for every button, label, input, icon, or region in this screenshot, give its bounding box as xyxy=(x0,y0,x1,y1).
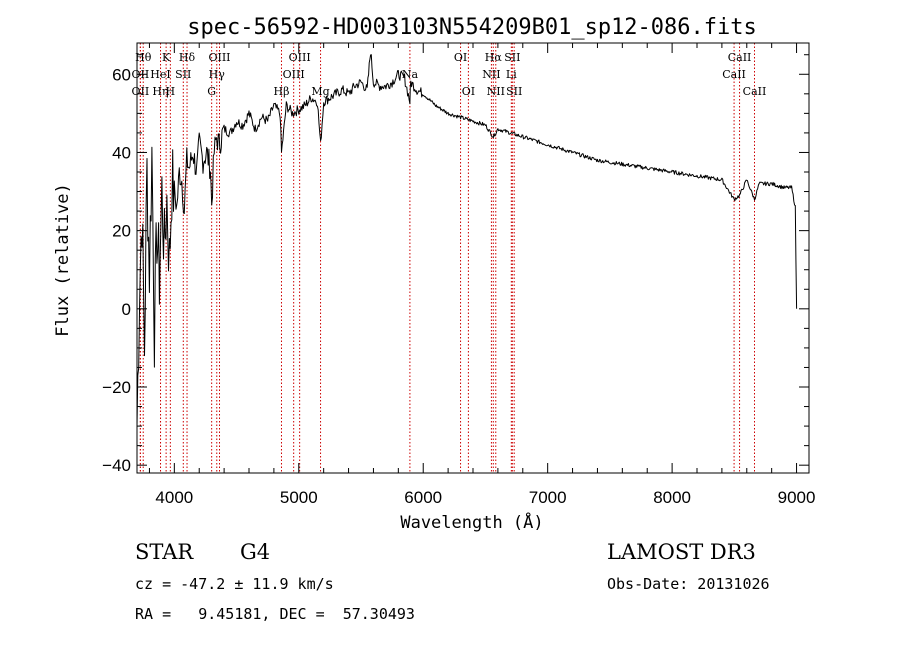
flux-series-line xyxy=(136,54,798,427)
spectral-line-label: Hγ xyxy=(209,68,226,81)
x-tick-label: 5000 xyxy=(280,488,318,507)
obs-date-readout: Obs-Date: 20131026 xyxy=(607,575,770,593)
y-tick-label: 0 xyxy=(122,300,131,319)
spectral-line-label: G xyxy=(207,85,216,98)
chart-title: spec-56592-HD003103N554209B01_sp12-086.f… xyxy=(187,15,757,40)
y-tick-label: 20 xyxy=(112,222,131,241)
spectral-line-label: OIII xyxy=(289,51,311,64)
spectral-line-label: Hα xyxy=(485,51,503,64)
x-tick-label: 6000 xyxy=(404,488,442,507)
y-tick-label: 60 xyxy=(112,65,131,84)
x-tick-label: 7000 xyxy=(529,488,567,507)
y-tick-label: −20 xyxy=(102,378,131,397)
axis-ticks xyxy=(137,43,809,473)
spectral-line-label: SII xyxy=(506,85,522,98)
spectral-line-label: CaII xyxy=(743,85,767,98)
x-tick-label: 8000 xyxy=(653,488,691,507)
spectral-line-label: Hη xyxy=(152,85,168,98)
spectral-line-label: CaII xyxy=(722,68,746,81)
spectral-line-label: Hδ xyxy=(179,51,196,64)
spectral-line-label: SII xyxy=(175,68,191,81)
spectral-line-label: NII xyxy=(482,68,500,81)
y-tick-label: −40 xyxy=(102,456,131,475)
y-tick-label: 40 xyxy=(112,143,131,162)
spectral-line-label: OI xyxy=(454,51,467,64)
spectral-lines xyxy=(139,43,755,473)
survey-label: LAMOST DR3 xyxy=(607,540,756,564)
coordinates-readout: RA = 9.45181, DEC = 57.30493 xyxy=(135,605,415,623)
spectral-line-label: K xyxy=(162,51,171,64)
spectral-line-label: Mg xyxy=(311,85,329,98)
x-tick-label: 9000 xyxy=(778,488,816,507)
x-axis-label: Wavelength (Å) xyxy=(400,511,543,533)
spectral-line-label: OII xyxy=(132,85,150,98)
spectral-line-label: Na xyxy=(402,68,419,81)
spectral-line-label: NII xyxy=(487,85,505,98)
x-tick-label: 4000 xyxy=(155,488,193,507)
spectral-line-label: OIII xyxy=(283,68,305,81)
spectral-line-label: Li xyxy=(506,68,517,81)
spectral-line-label: Hβ xyxy=(274,85,290,98)
spectral-line-label: CaII xyxy=(728,51,752,64)
y-axis-label: Flux (relative) xyxy=(53,183,73,337)
spectral-line-label: Hθ xyxy=(135,51,152,64)
redshift-readout: cz = -47.2 ± 11.9 km/s xyxy=(135,575,334,593)
spectral-line-label: H xyxy=(166,85,176,98)
spectral-line-label: OI xyxy=(462,85,475,98)
spectral-line-label: OIII xyxy=(208,51,230,64)
tick-labels: 4000 5000 6000 7000 8000 9000 −40 −20 0 20 40 60 xyxy=(102,65,815,507)
spectral-line-label: HeI xyxy=(150,68,170,81)
object-subclass: G4 xyxy=(240,540,270,564)
object-class: STAR xyxy=(135,540,194,564)
plot-frame xyxy=(136,42,810,474)
spectral-line-label: SII xyxy=(504,51,520,64)
series-group xyxy=(136,54,798,427)
